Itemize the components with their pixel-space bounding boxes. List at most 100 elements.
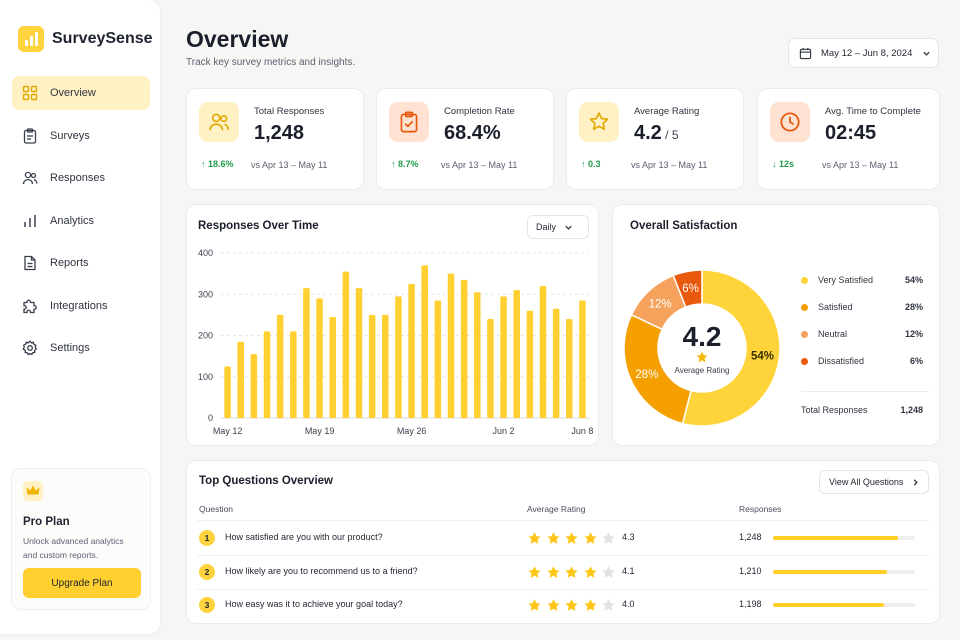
chevron-down-icon bbox=[923, 51, 931, 56]
row-number: 3 bbox=[199, 597, 215, 613]
legend-label: Very Satisfied bbox=[818, 275, 874, 285]
sidebar-item-label: Analytics bbox=[50, 214, 95, 227]
kpi-delta: ↓ 12s bbox=[772, 159, 795, 169]
responses-count: 1,198 bbox=[739, 599, 762, 609]
table-row[interactable]: 1 How satisfied are you with our product… bbox=[197, 524, 929, 552]
sidebar-item-label: Integrations bbox=[50, 299, 108, 312]
bar bbox=[329, 316, 336, 418]
kpi-delta: ↑ 0.3 bbox=[581, 159, 601, 169]
kpi-compare: vs Apr 13 – May 11 bbox=[631, 160, 708, 170]
brand-name: SurveySense bbox=[52, 30, 153, 47]
sidebar-item-responses[interactable]: Responses bbox=[12, 161, 150, 195]
grid-icon bbox=[22, 85, 38, 101]
bar bbox=[474, 292, 481, 418]
sidebar-item-label: Responses bbox=[50, 172, 106, 184]
legend-label: Satisfied bbox=[818, 302, 853, 312]
x-tick-label: Jun 2 bbox=[493, 426, 515, 436]
slice-label: 12% bbox=[649, 299, 672, 311]
bar bbox=[395, 296, 402, 418]
x-tick-label: May 19 bbox=[305, 426, 335, 436]
rating-value: 4.1 bbox=[622, 566, 635, 576]
kpi-label: Completion Rate bbox=[444, 106, 515, 117]
y-tick-label: 300 bbox=[198, 289, 213, 299]
sidebar-item-overview[interactable]: Overview bbox=[12, 76, 150, 110]
kpi-card-completion-rate: Completion Rate 68.4% ↑ 8.7% vs Apr 13 –… bbox=[376, 88, 554, 190]
row-number: 2 bbox=[199, 564, 215, 580]
donut-center-value: 4.2 bbox=[683, 321, 722, 352]
legend-very-satisfied: Very Satisfied 54% bbox=[801, 275, 923, 285]
legend-label: Dissatisfied bbox=[818, 356, 865, 366]
puzzle-icon bbox=[23, 299, 37, 313]
row-divider bbox=[197, 589, 929, 590]
sidebar-item-analytics[interactable]: Analytics bbox=[12, 204, 150, 238]
star-icon bbox=[546, 566, 560, 578]
pro-plan-description: Unlock advanced analytics and custom rep… bbox=[23, 536, 124, 560]
table-row[interactable]: 3 How easy was it to achieve your goal t… bbox=[197, 591, 929, 619]
responses-over-time-panel: Responses Over Time Daily 0 100 200 300 400 M… bbox=[186, 204, 599, 446]
bar bbox=[368, 314, 376, 418]
question-text: How likely are you to recommend us to a … bbox=[225, 566, 418, 576]
view-all-label: View All Questions bbox=[829, 477, 904, 487]
sidebar-item-surveys[interactable]: Surveys bbox=[12, 119, 150, 153]
bar bbox=[487, 319, 494, 418]
logo-icon bbox=[18, 26, 44, 52]
responses-bar bbox=[773, 536, 915, 540]
rating-value: 4.0 bbox=[622, 599, 635, 609]
kpi-value: 4.2 / 5 bbox=[634, 122, 679, 144]
page-title: Overview bbox=[186, 26, 289, 52]
star-icon bbox=[696, 351, 708, 363]
bar bbox=[290, 331, 297, 418]
panel-title: Overall Satisfaction bbox=[630, 220, 738, 232]
responses-bar-chart: 0 100 200 300 400 May 12 May 19 May 26 Jun 2 Jun … bbox=[198, 248, 593, 436]
kpi-value: 02:45 bbox=[825, 122, 877, 144]
sidebar-item-settings[interactable]: Settings bbox=[12, 331, 150, 365]
kpi-card-average-rating: Average Rating 4.2 / 5 ↑ 0.3 vs Apr 13 –… bbox=[566, 88, 744, 190]
star-icon bbox=[565, 599, 578, 611]
star-icon bbox=[583, 532, 597, 544]
sidebar-item-label: Surveys bbox=[50, 129, 90, 142]
responses-count: 1,210 bbox=[739, 566, 762, 576]
star-icon bbox=[602, 566, 615, 578]
bar bbox=[382, 314, 389, 418]
kpi-delta: ↑ 8.7% bbox=[391, 159, 419, 169]
kpi-card-avg-time: Avg. Time to Complete 02:45 ↓ 12s vs Apr… bbox=[757, 88, 940, 190]
legend-value: 6% bbox=[909, 356, 923, 366]
brand[interactable]: SurveySense bbox=[18, 26, 153, 52]
sidebar-item-integrations[interactable]: Integrations bbox=[12, 289, 150, 323]
bar-chart-icon bbox=[24, 214, 36, 227]
star-icon bbox=[602, 532, 615, 544]
bar bbox=[408, 283, 415, 418]
sidebar-item-reports[interactable]: Reports bbox=[12, 246, 150, 280]
kpi-label: Total Responses bbox=[254, 106, 325, 117]
question-text: How easy was it to achieve your goal tod… bbox=[225, 599, 403, 609]
bar bbox=[552, 308, 560, 418]
panel-title: Responses Over Time bbox=[198, 220, 319, 232]
star-icon bbox=[583, 566, 597, 578]
star-icon bbox=[546, 599, 560, 611]
row-divider bbox=[197, 520, 929, 521]
date-range-picker[interactable]: May 12 – Jun 8, 2024 bbox=[788, 38, 939, 68]
bar bbox=[303, 288, 310, 418]
chevron-down-icon bbox=[565, 225, 572, 230]
upgrade-plan-button[interactable]: Upgrade Plan bbox=[23, 568, 141, 598]
bar bbox=[276, 314, 284, 418]
table-row[interactable]: 2 How likely are you to recommend us to … bbox=[197, 558, 929, 586]
granularity-select[interactable]: Daily bbox=[527, 215, 589, 239]
x-tick-label: May 26 bbox=[397, 426, 427, 436]
slice-label: 54% bbox=[751, 351, 774, 363]
star-icon bbox=[579, 102, 619, 142]
legend-swatch bbox=[801, 330, 808, 338]
pro-plan-title: Pro Plan bbox=[23, 516, 70, 528]
overall-satisfaction-panel: Overall Satisfaction 54% 28% 12% 6% 4.2 Avera… bbox=[612, 204, 940, 446]
star-icon bbox=[546, 532, 560, 544]
star-icon bbox=[528, 599, 541, 611]
legend-swatch bbox=[801, 357, 808, 365]
star-icon bbox=[583, 599, 597, 611]
bar bbox=[460, 279, 468, 418]
granularity-value: Daily bbox=[536, 222, 557, 232]
column-header-rating: Average Rating bbox=[527, 504, 586, 514]
kpi-value: 68.4% bbox=[444, 122, 501, 144]
sidebar-item-label: Overview bbox=[50, 87, 96, 99]
star-rating bbox=[527, 565, 620, 580]
view-all-questions-button[interactable]: View All Questions bbox=[819, 470, 929, 494]
